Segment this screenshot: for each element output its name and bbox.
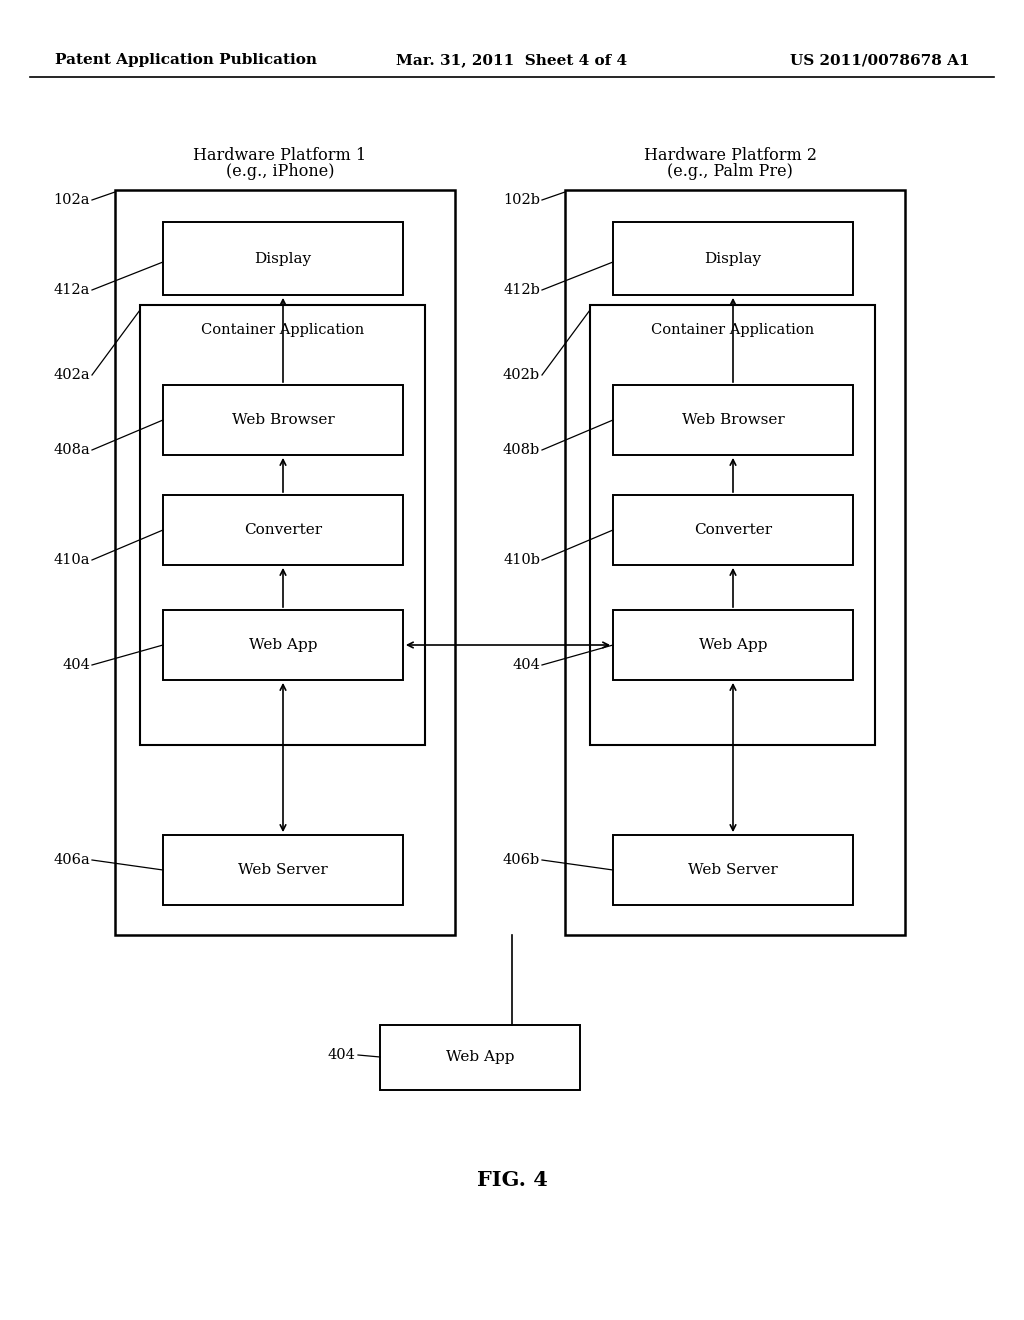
Bar [613, 836, 853, 906]
Text: 408a: 408a [53, 444, 90, 457]
Bar [115, 190, 455, 935]
Bar [565, 190, 905, 935]
Text: Web Server: Web Server [239, 863, 328, 876]
Text: Converter: Converter [244, 523, 323, 537]
Text: (e.g., Palm Pre): (e.g., Palm Pre) [667, 164, 793, 181]
Text: 406a: 406a [53, 853, 90, 867]
Text: Web Browser: Web Browser [682, 413, 784, 426]
Bar [613, 610, 853, 680]
Bar [163, 836, 403, 906]
Text: 102a: 102a [53, 193, 90, 207]
Bar [613, 222, 853, 294]
Bar [590, 305, 874, 744]
Text: Web App: Web App [698, 638, 767, 652]
Bar [163, 222, 403, 294]
Text: Display: Display [705, 252, 762, 265]
Bar [163, 495, 403, 565]
Text: Container Application: Container Application [201, 323, 365, 337]
Text: FIG. 4: FIG. 4 [476, 1170, 548, 1191]
Text: Container Application: Container Application [651, 323, 814, 337]
Text: Display: Display [254, 252, 311, 265]
Bar [613, 495, 853, 565]
Text: Converter: Converter [694, 523, 772, 537]
Text: 406b: 406b [503, 853, 540, 867]
Text: US 2011/0078678 A1: US 2011/0078678 A1 [791, 53, 970, 67]
Text: Hardware Platform 1: Hardware Platform 1 [194, 147, 367, 164]
Text: 412b: 412b [503, 282, 540, 297]
Bar [380, 1026, 580, 1090]
Text: 412a: 412a [53, 282, 90, 297]
Text: 402a: 402a [53, 368, 90, 381]
Text: (e.g., iPhone): (e.g., iPhone) [225, 164, 334, 181]
Text: 404: 404 [62, 657, 90, 672]
Text: 410b: 410b [503, 553, 540, 568]
Bar [613, 385, 853, 455]
Bar [140, 305, 425, 744]
Text: Web App: Web App [445, 1051, 514, 1064]
Text: 404: 404 [327, 1048, 355, 1063]
Text: Mar. 31, 2011  Sheet 4 of 4: Mar. 31, 2011 Sheet 4 of 4 [396, 53, 628, 67]
Text: Hardware Platform 2: Hardware Platform 2 [643, 147, 816, 164]
Text: Patent Application Publication: Patent Application Publication [55, 53, 317, 67]
Text: Web Server: Web Server [688, 863, 778, 876]
Bar [163, 610, 403, 680]
Text: 408b: 408b [503, 444, 540, 457]
Text: 402b: 402b [503, 368, 540, 381]
Text: 404: 404 [512, 657, 540, 672]
Text: Web App: Web App [249, 638, 317, 652]
Text: 410a: 410a [53, 553, 90, 568]
Text: Web Browser: Web Browser [231, 413, 335, 426]
Text: 102b: 102b [503, 193, 540, 207]
Bar [163, 385, 403, 455]
